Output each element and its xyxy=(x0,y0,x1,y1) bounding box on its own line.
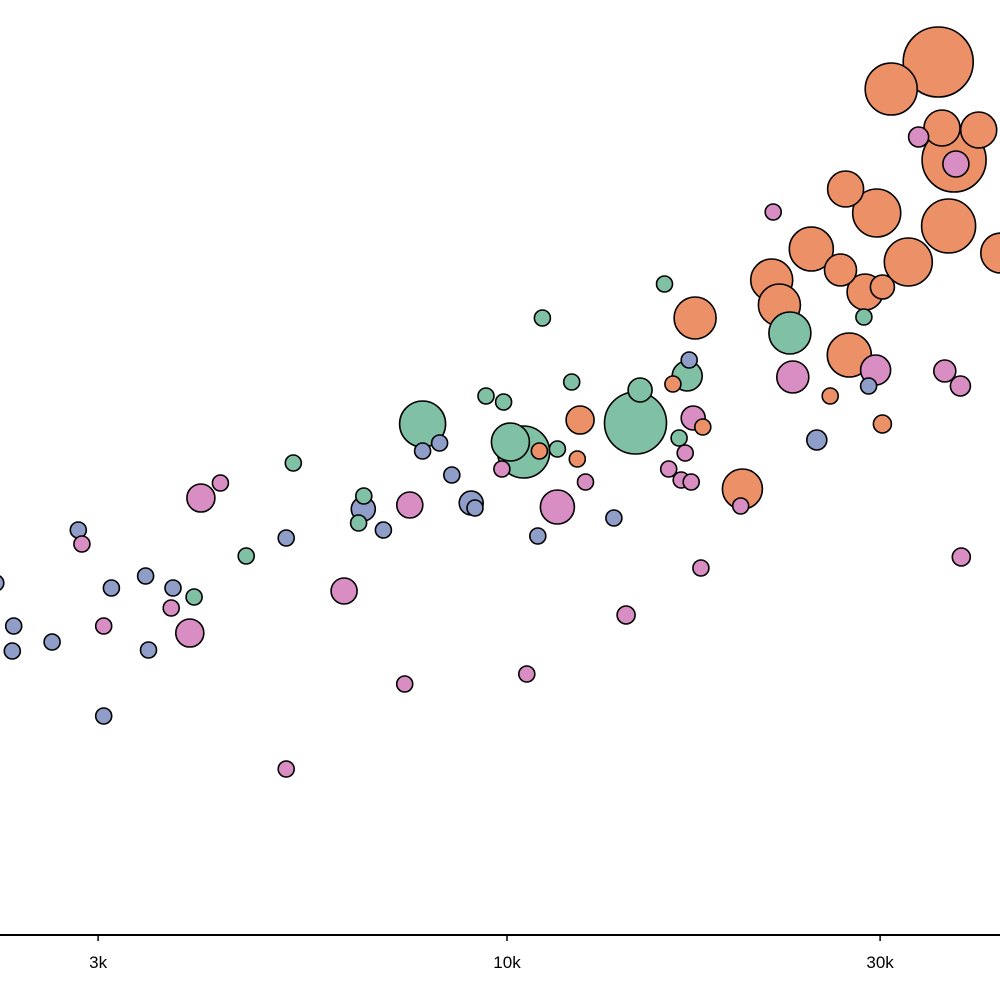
bubble-pink-9 xyxy=(659,460,678,478)
bubble-pink-29 xyxy=(731,497,750,515)
x-tick-label-3k: 3k xyxy=(89,953,107,972)
bubble-orange-10 xyxy=(788,226,835,272)
bubble-pink-28 xyxy=(951,547,972,567)
bubble-orange-19 xyxy=(821,387,840,405)
bubble-pink-18 xyxy=(73,535,91,553)
bubble-blue-16 xyxy=(102,579,121,597)
bubble-blue-1 xyxy=(859,377,878,395)
bubble-green-15 xyxy=(284,454,303,472)
bubble-blue-20 xyxy=(3,642,22,660)
bubble-orange-24 xyxy=(872,414,893,434)
bubble-green-18 xyxy=(237,547,255,565)
bubble-green-6 xyxy=(494,393,513,411)
bubble-layer xyxy=(0,26,1000,778)
bubble-green-5 xyxy=(477,387,495,405)
bubble-orange-5 xyxy=(826,170,865,208)
bubble-green-0 xyxy=(655,275,674,293)
bubble-green-2 xyxy=(768,311,812,355)
bubble-orange-7 xyxy=(920,198,977,254)
bubble-orange-15 xyxy=(869,274,896,300)
bubble-pink-11 xyxy=(682,473,701,491)
bubble-blue-24 xyxy=(94,707,113,725)
bubble-blue-4 xyxy=(430,434,449,452)
bubble-pink-19 xyxy=(330,577,358,605)
bubble-pink-24 xyxy=(517,665,536,683)
bubble-orange-22 xyxy=(568,450,587,468)
bubble-green-10 xyxy=(490,422,531,462)
bubble-orange-18 xyxy=(664,375,682,393)
bubble-pink-0 xyxy=(907,126,930,148)
bubble-orange-8 xyxy=(883,237,934,287)
bubble-green-16 xyxy=(354,487,373,505)
bubble-pink-27 xyxy=(692,559,710,577)
bubble-blue-19 xyxy=(4,617,23,635)
bubble-blue-2 xyxy=(805,429,828,451)
bubble-orange-6 xyxy=(851,188,902,238)
bubble-pink-21 xyxy=(175,618,205,648)
bubble-pink-17 xyxy=(211,474,230,492)
bubble-pink-22 xyxy=(94,617,113,635)
bubble-pink-1 xyxy=(942,150,970,178)
bubble-pink-20 xyxy=(162,599,180,617)
x-axis: 3k 10k 30k xyxy=(89,935,894,972)
bubble-blue-11 xyxy=(528,527,547,545)
bubble-orange-20 xyxy=(693,418,712,436)
bubble-pink-14 xyxy=(539,489,576,525)
bubble-pink-23 xyxy=(616,605,636,625)
bubble-blue-21 xyxy=(43,633,61,651)
bubble-orange-13 xyxy=(823,253,858,287)
bubble-pink-6 xyxy=(949,375,972,397)
bubble-blue-18 xyxy=(164,579,182,597)
bubble-green-12 xyxy=(548,440,567,458)
bubble-pink-15 xyxy=(395,491,424,519)
bubble-blue-15 xyxy=(0,575,5,591)
bubble-blue-3 xyxy=(413,442,432,460)
bubble-pink-3 xyxy=(775,360,810,394)
bubble-orange-16 xyxy=(673,296,717,340)
bubble-green-1 xyxy=(533,309,552,327)
bubble-green-19 xyxy=(185,588,203,606)
bubble-green-4 xyxy=(627,377,653,403)
bubble-blue-5 xyxy=(442,466,461,484)
bubble-blue-12 xyxy=(605,509,623,527)
bubble-blue-22 xyxy=(139,641,158,659)
bubble-blue-17 xyxy=(136,567,155,585)
bubble-pink-13 xyxy=(493,460,511,478)
bubble-orange-9 xyxy=(980,232,1000,274)
bubble-pink-2 xyxy=(764,203,783,221)
bubble-orange-0 xyxy=(902,26,975,98)
x-tick-label-30k: 30k xyxy=(866,953,894,972)
bubble-pink-16 xyxy=(186,483,216,513)
bubble-blue-7 xyxy=(466,499,484,517)
bubble-pink-25 xyxy=(395,675,414,693)
bubble-green-13 xyxy=(670,429,688,447)
bubble-pink-5 xyxy=(932,359,957,383)
bubble-orange-1 xyxy=(864,62,919,116)
bubble-pink-8 xyxy=(676,444,695,462)
bubble-blue-10 xyxy=(277,529,296,547)
bubble-pink-26 xyxy=(277,760,296,778)
bubble-orange-4 xyxy=(959,111,998,149)
bubble-orange-2 xyxy=(923,109,961,147)
x-tick-label-10k: 10k xyxy=(493,953,521,972)
bubble-green-3 xyxy=(562,373,581,391)
bubble-green-14 xyxy=(855,308,873,326)
bubble-blue-0 xyxy=(680,351,699,369)
bubble-pink-12 xyxy=(576,473,595,491)
bubble-orange-21 xyxy=(565,405,595,435)
bubble-blue-9 xyxy=(374,521,393,539)
bubble-orange-23 xyxy=(530,442,549,460)
bubble-green-17 xyxy=(349,514,368,532)
